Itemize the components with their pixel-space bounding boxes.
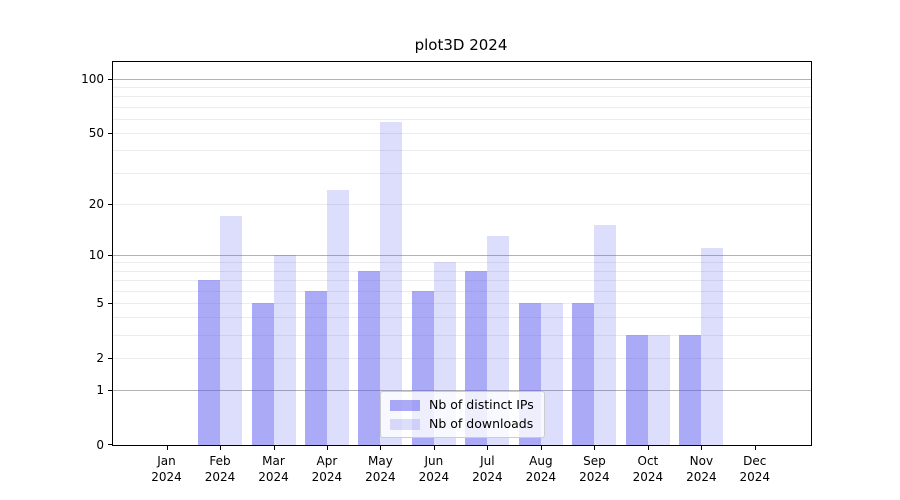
gridline-2: [113, 357, 811, 359]
bar-oct-distinct-ips: [625, 335, 648, 445]
y-tick-100: [108, 78, 113, 80]
bar-oct-downloads: [647, 335, 670, 445]
plot-area: 0 1 2 5 10 20 50 100 Jan 2024 Feb 2024 Mar 2024 Apr…: [81, 61, 812, 484]
bar-mar-distinct-ips: [251, 302, 274, 445]
bar-apr-downloads: [326, 189, 349, 445]
x-tick-may: [380, 445, 382, 450]
x-tick-jun: [433, 445, 435, 450]
legend-entry-downloads: Nb of downloads: [390, 417, 534, 431]
y-tick-label-10: 10: [88, 247, 104, 262]
x-tick-aug: [540, 445, 542, 450]
gridline-3: [113, 335, 811, 336]
gridline-5: [113, 302, 811, 304]
y-tick-1: [108, 390, 113, 391]
y-tick-5: [108, 302, 113, 304]
y-tick-2: [108, 357, 113, 359]
x-tick-apr: [326, 445, 328, 450]
gridline-70: [113, 106, 811, 108]
x-tick-label-mar: Mar 2024: [258, 454, 289, 484]
x-tick-label-feb: Feb 2024: [204, 454, 236, 484]
x-tick-label-may: May 2024: [365, 454, 396, 484]
bar-apr-distinct-ips: [304, 290, 327, 445]
x-tick-label-apr: Apr 2024: [311, 454, 343, 484]
bar-sep-downloads: [594, 225, 617, 445]
y-tick-10: [108, 254, 113, 256]
legend-label-downloads: Nb of downloads: [429, 416, 534, 431]
y-tick-20: [108, 203, 113, 205]
y-tick-0: [108, 444, 113, 445]
legend-label-distinct-ips: Nb of distinct IPs: [429, 397, 534, 412]
x-tick-dec: [754, 445, 756, 450]
gridline-50: [113, 133, 811, 135]
gridline-major-1: [113, 390, 811, 391]
y-tick-label-50: 50: [88, 126, 104, 141]
x-tick-nov: [701, 445, 703, 450]
gridline-90: [113, 87, 811, 89]
x-tick-label-dec: Dec 2024: [739, 454, 771, 484]
y-tick-label-0: 0: [96, 438, 104, 452]
x-tick-label-sep: Sep 2024: [579, 454, 610, 484]
y-tick-50: [108, 133, 113, 135]
y-tick-label-100: 100: [81, 71, 104, 86]
bar-sep-distinct-ips: [572, 302, 595, 445]
x-tick-oct: [647, 445, 649, 450]
x-tick-sep: [594, 445, 596, 450]
x-tick-mar: [273, 445, 275, 450]
bar-feb-downloads: [220, 215, 242, 445]
y-tick-label-2: 2: [96, 350, 104, 365]
gridline-8: [113, 270, 811, 272]
bar-mar-downloads: [273, 254, 296, 445]
gridline-80: [113, 96, 811, 98]
bar-feb-distinct-ips: [198, 280, 220, 445]
gridline-60: [113, 118, 811, 120]
gridline-9: [113, 262, 811, 264]
x-tick-feb: [220, 445, 221, 450]
gridline-7: [113, 280, 811, 282]
chart-title: plot3D 2024: [414, 36, 508, 54]
bar-may-distinct-ips: [358, 270, 381, 445]
x-tick-label-jun: Jun 2024: [418, 454, 450, 484]
y-tick-label-5: 5: [96, 295, 104, 310]
bar-nov-downloads: [701, 247, 724, 445]
x-tick-label-jul: Jul 2024: [472, 454, 503, 484]
x-tick-label-aug: Aug 2024: [525, 454, 557, 484]
gridline-20: [113, 203, 811, 205]
legend-swatch-distinct-ips: [390, 399, 420, 411]
x-tick-jan: [166, 445, 168, 450]
gridline-major-100: [113, 78, 811, 80]
gridline-6: [113, 290, 811, 292]
gridline-40: [113, 150, 811, 152]
x-tick-label-oct: Oct 2024: [632, 454, 664, 484]
legend: Nb of distinct IPs Nb of downloads: [380, 391, 545, 438]
x-tick-label-nov: Nov 2024: [686, 454, 717, 484]
y-tick-label-1: 1: [96, 383, 104, 397]
bar-aug-downloads: [540, 302, 563, 445]
bar-nov-distinct-ips: [679, 335, 702, 445]
x-tick-jul: [487, 445, 489, 450]
y-tick-label-20: 20: [88, 196, 104, 211]
gridline-4: [113, 317, 811, 319]
gridline-30: [113, 172, 811, 174]
legend-entry-distinct-ips: Nb of distinct IPs: [390, 398, 534, 412]
x-tick-label-jan: Jan 2024: [151, 454, 182, 484]
gridline-major-10: [113, 254, 811, 256]
bar-may-downloads: [380, 121, 403, 445]
legend-swatch-downloads: [390, 418, 420, 430]
